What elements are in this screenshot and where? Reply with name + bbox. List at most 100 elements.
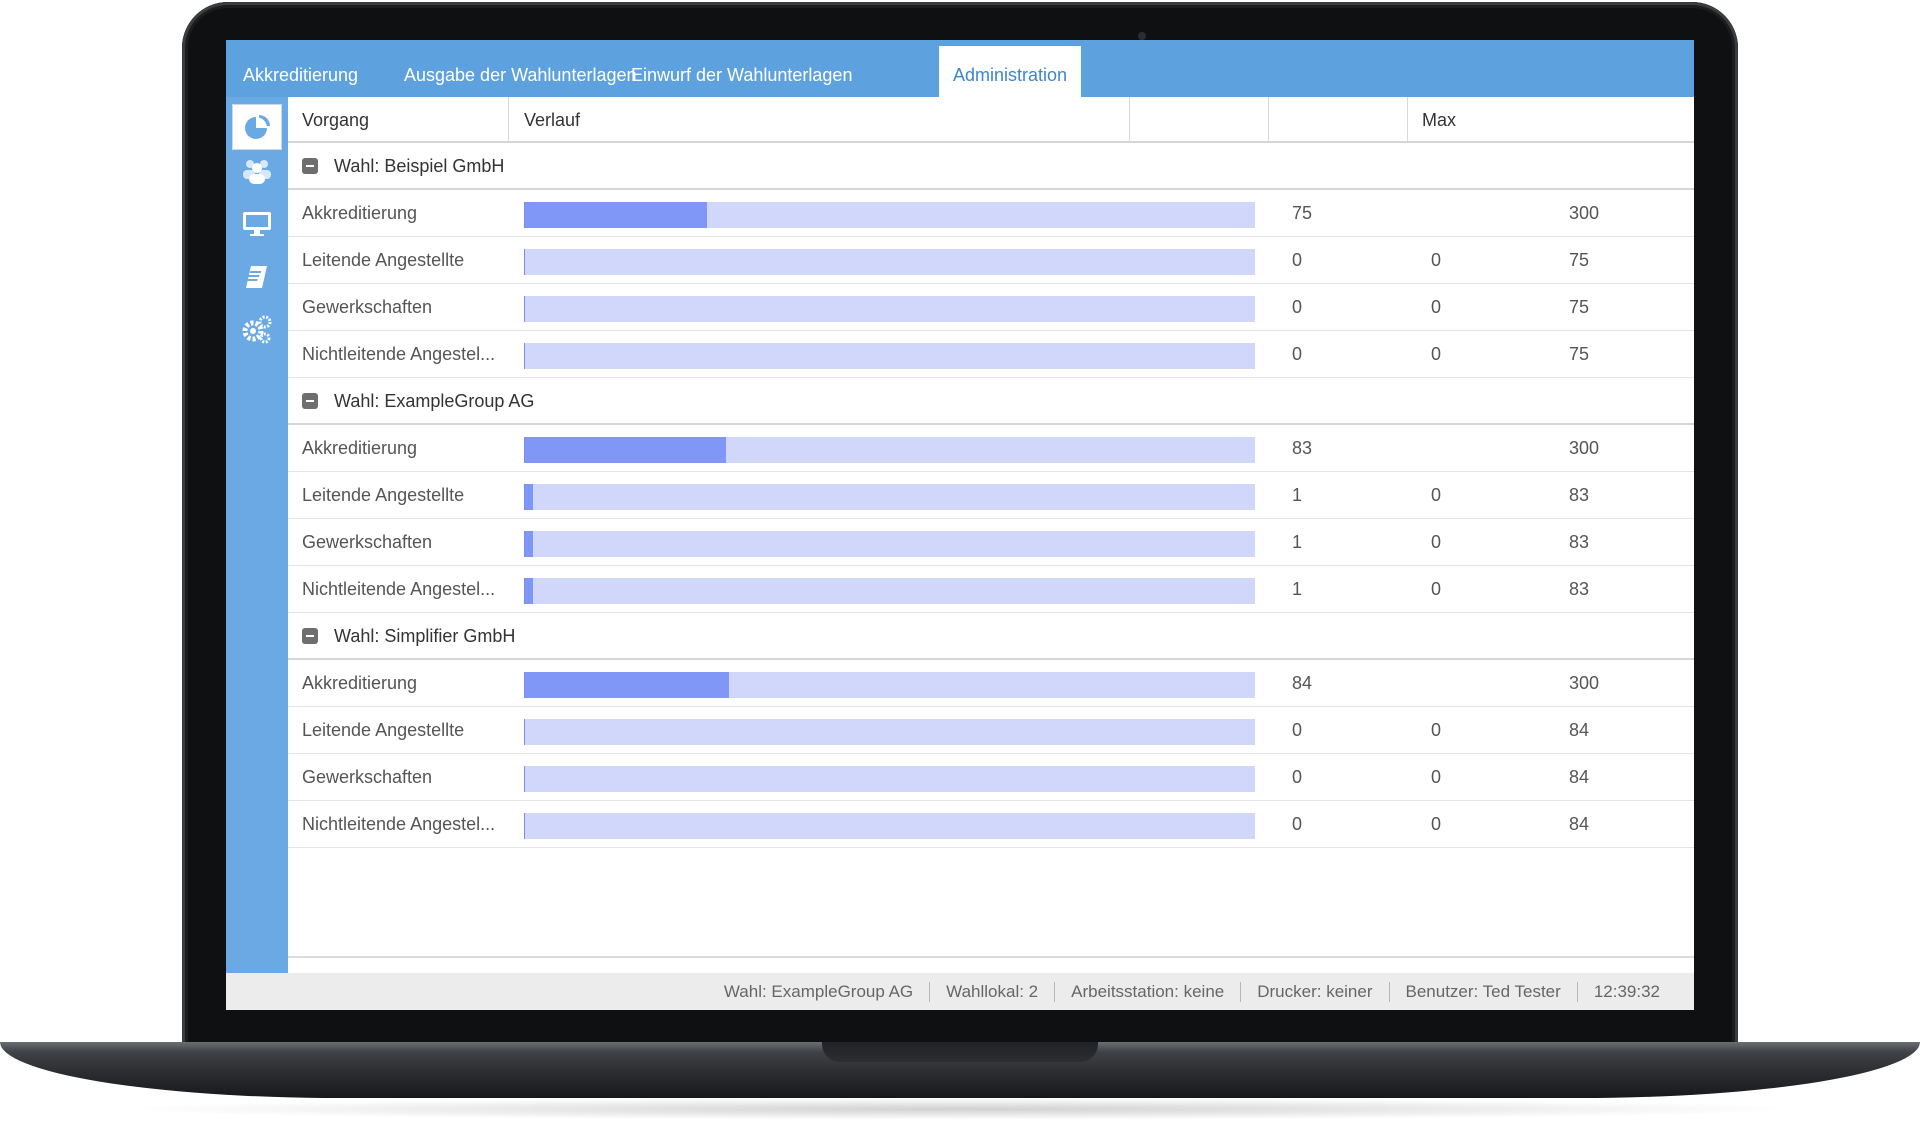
column-header-value1[interactable]: [1130, 97, 1268, 141]
sidebar: [226, 97, 288, 973]
progress-bar-fill: [524, 343, 525, 369]
row-max: 83: [1569, 579, 1590, 599]
column-header-max[interactable]: Max: [1422, 110, 1457, 130]
status-separator: [1388, 981, 1390, 1002]
row-value-2: 0: [1431, 532, 1442, 552]
gears-icon: [241, 314, 273, 344]
table-row[interactable]: Gewerkschaften 0 0 84: [288, 754, 1694, 801]
group-row[interactable]: Wahl: ExampleGroup AG: [288, 378, 1694, 425]
row-name: Gewerkschaften: [302, 767, 433, 787]
progress-bar: [524, 531, 1255, 557]
table-row[interactable]: Leitende Angestellte 0 0 75: [288, 237, 1694, 284]
row-name: Gewerkschaften: [302, 532, 433, 552]
tab-administration[interactable]: Administration: [939, 46, 1082, 97]
users-icon: [241, 155, 273, 185]
progress-bar: [524, 249, 1255, 275]
group-row[interactable]: Wahl: Simplifier GmbH: [288, 613, 1694, 660]
status-separator: [1240, 981, 1242, 1002]
collapse-toggle-icon[interactable]: [302, 393, 318, 409]
row-max: 84: [1569, 767, 1590, 787]
sidebar-item-settings[interactable]: [232, 306, 282, 352]
tab-akkreditierung[interactable]: Akkreditierung: [243, 65, 359, 85]
progress-bar-fill: [524, 578, 533, 604]
status-separator: [1054, 981, 1056, 1002]
row-name: Leitende Angestellte: [302, 720, 465, 740]
table-row[interactable]: Akkreditierung 83 300: [288, 425, 1694, 472]
group-row[interactable]: Wahl: Beispiel GmbH: [288, 143, 1694, 190]
progress-bar-fill: [524, 719, 525, 745]
progress-bar-fill: [524, 249, 525, 275]
row-name: Leitende Angestellte: [302, 250, 465, 270]
table-row[interactable]: Gewerkschaften 1 0 83: [288, 519, 1694, 566]
progress-bar-fill: [524, 437, 727, 463]
row-max: 83: [1569, 485, 1590, 505]
row-name: Akkreditierung: [302, 673, 418, 693]
row-value-1: 0: [1292, 344, 1303, 364]
status-bar: Wahl: ExampleGroup AG Wahllokal: 2 Arbei…: [226, 973, 1694, 1010]
row-max: 84: [1569, 720, 1590, 740]
sidebar-item-statistics[interactable]: [232, 104, 282, 150]
progress-bar: [524, 437, 1255, 463]
row-max: 75: [1569, 344, 1590, 364]
table-row[interactable]: Nichtleitende Angestel... 0 0 84: [288, 801, 1694, 848]
group-label: Wahl: Simplifier GmbH: [334, 626, 516, 646]
collapse-toggle-icon[interactable]: [302, 158, 318, 174]
app-screen: Akkreditierung Ausgabe der Wahlunterlage…: [226, 40, 1694, 1010]
book-icon: [243, 263, 271, 291]
row-value-1: 0: [1292, 767, 1303, 787]
status-election: Wahl: ExampleGroup AG: [723, 981, 914, 1001]
tab-ausgabe-der-wahlunterlagen[interactable]: Ausgabe der Wahlunterlagen: [404, 65, 637, 85]
table-row[interactable]: Leitende Angestellte 1 0 83: [288, 472, 1694, 519]
table-row[interactable]: Gewerkschaften 0 0 75: [288, 284, 1694, 331]
tab-einwurf-der-wahlunterlagen[interactable]: Einwurf der Wahlunterlagen: [631, 65, 853, 85]
row-value-2: 0: [1431, 767, 1442, 787]
progress-bar-fill: [524, 531, 533, 557]
collapse-toggle-icon[interactable]: [302, 628, 318, 644]
row-max: 83: [1569, 532, 1590, 552]
table-row[interactable]: Nichtleitende Angestel... 1 0 83: [288, 566, 1694, 613]
monitor-icon: [242, 211, 272, 237]
status-printer: Drucker: keiner: [1257, 981, 1373, 1001]
group-label: Wahl: ExampleGroup AG: [334, 391, 535, 411]
row-name: Akkreditierung: [302, 438, 418, 458]
row-value-2: 0: [1431, 250, 1442, 270]
column-divider: [1129, 97, 1130, 141]
sidebar-item-documents[interactable]: [232, 254, 282, 300]
progress-bar: [524, 672, 1255, 698]
row-value-1: 1: [1292, 532, 1303, 552]
progress-bar: [524, 343, 1255, 369]
row-name: Nichtleitende Angestel...: [302, 579, 496, 599]
sidebar-item-workstations[interactable]: [232, 201, 282, 247]
progress-bar-fill: [524, 766, 525, 792]
progress-bar: [524, 296, 1255, 322]
status-user: Benutzer: Ted Tester: [1405, 981, 1561, 1001]
row-value-1: 0: [1292, 250, 1303, 270]
tab-bar: Akkreditierung Ausgabe der Wahlunterlage…: [226, 40, 1694, 97]
progress-bar: [524, 766, 1255, 792]
column-header-verlauf[interactable]: Verlauf: [524, 110, 581, 130]
row-max: 300: [1569, 438, 1600, 458]
sidebar-item-users[interactable]: [232, 147, 282, 193]
progress-bar: [524, 484, 1255, 510]
column-header-value2[interactable]: [1269, 97, 1407, 141]
row-max: 300: [1569, 203, 1600, 223]
pie-chart-icon: [242, 112, 272, 142]
status-separator: [929, 981, 931, 1002]
column-divider: [508, 97, 509, 141]
table-header: Vorgang Verlauf Max: [288, 97, 1694, 143]
progress-bar-fill: [524, 672, 729, 698]
progress-bar: [524, 202, 1255, 228]
table-row[interactable]: Akkreditierung 84 300: [288, 660, 1694, 707]
column-divider: [1268, 97, 1269, 141]
table-bottom-border: [288, 956, 1694, 958]
table-row[interactable]: Akkreditierung 75 300: [288, 190, 1694, 237]
column-header-vorgang[interactable]: Vorgang: [302, 110, 370, 130]
status-clock: 12:39:32: [1593, 981, 1660, 1001]
row-name: Nichtleitende Angestel...: [302, 344, 496, 364]
table-row[interactable]: Leitende Angestellte 0 0 84: [288, 707, 1694, 754]
row-value-2: 0: [1431, 720, 1442, 740]
group-label: Wahl: Beispiel GmbH: [334, 156, 505, 176]
table-row[interactable]: Nichtleitende Angestel... 0 0 75: [288, 331, 1694, 378]
row-max: 75: [1569, 297, 1590, 317]
progress-bar: [524, 578, 1255, 604]
